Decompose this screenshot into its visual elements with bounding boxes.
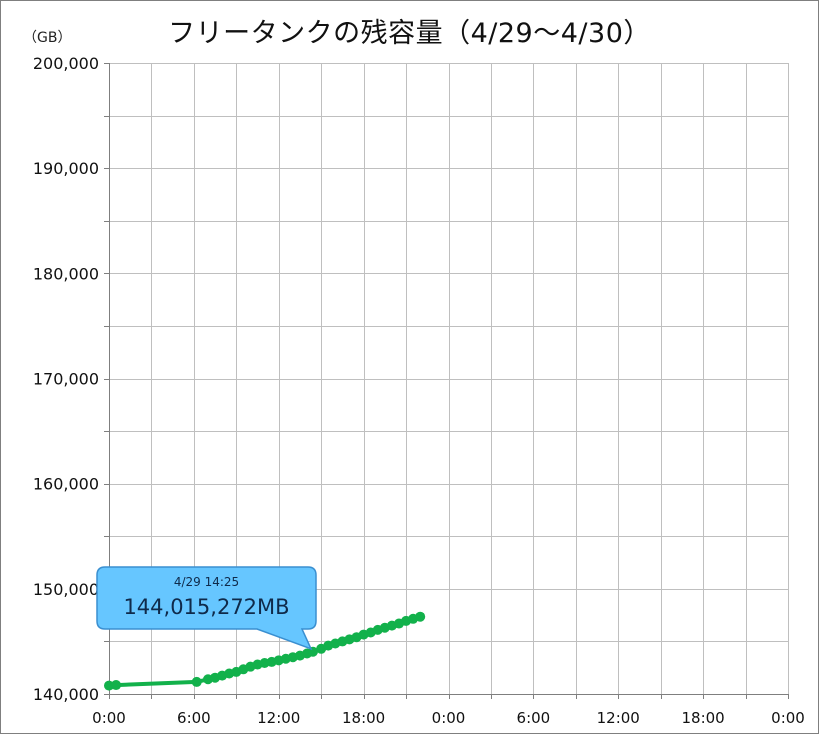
y-tick-label: 180,000 bbox=[33, 264, 99, 283]
data-point[interactable] bbox=[191, 676, 202, 687]
callout-date: 4/29 14:25 bbox=[174, 575, 239, 589]
data-point[interactable] bbox=[415, 611, 426, 622]
x-tick-label: 12:00 bbox=[597, 709, 640, 727]
x-tick-label: 0:00 bbox=[771, 709, 805, 727]
y-tick-label: 150,000 bbox=[33, 580, 99, 599]
x-tick-label: 0:00 bbox=[92, 709, 126, 727]
y-tick-label: 200,000 bbox=[33, 54, 99, 73]
x-tick-label: 6:00 bbox=[517, 709, 551, 727]
chart-title: フリータンクの残容量（4/29〜4/30） bbox=[168, 18, 651, 49]
y-tick-labels: 140,000 150,000 160,000 170,000 180,000 190,0… bbox=[33, 54, 99, 704]
callout-bubble bbox=[96, 566, 317, 651]
x-tick-label: 18:00 bbox=[682, 709, 725, 727]
x-tick-label: 18:00 bbox=[342, 709, 385, 727]
y-tick-label: 140,000 bbox=[33, 685, 99, 704]
x-tick-label: 0:00 bbox=[432, 709, 466, 727]
x-tick-label: 6:00 bbox=[177, 709, 211, 727]
x-tick-label: 12:00 bbox=[257, 709, 300, 727]
y-tick-label: 170,000 bbox=[33, 370, 99, 389]
y-axis-unit-label: （GB） bbox=[23, 30, 72, 46]
y-tick-label: 160,000 bbox=[33, 475, 99, 494]
callout-value: 144,015,272MB bbox=[123, 595, 289, 619]
data-callout: 4/29 14:25 144,015,272MB bbox=[96, 566, 317, 651]
data-point[interactable] bbox=[111, 680, 122, 691]
y-tick-label: 190,000 bbox=[33, 159, 99, 178]
x-tick-labels: 0:00 6:00 12:00 18:00 0:00 6:00 12:00 18:00 0:00 bbox=[92, 709, 805, 727]
series-layer bbox=[104, 611, 426, 691]
